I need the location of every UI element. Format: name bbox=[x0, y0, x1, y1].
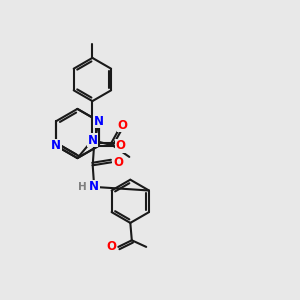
Text: O: O bbox=[115, 139, 125, 152]
Text: N: N bbox=[89, 180, 99, 194]
Text: O: O bbox=[113, 156, 123, 169]
Text: O: O bbox=[107, 240, 117, 254]
Text: O: O bbox=[118, 118, 128, 132]
Text: N: N bbox=[94, 115, 104, 128]
Text: N: N bbox=[87, 134, 98, 147]
Text: N: N bbox=[51, 139, 61, 152]
Text: H: H bbox=[78, 182, 87, 192]
